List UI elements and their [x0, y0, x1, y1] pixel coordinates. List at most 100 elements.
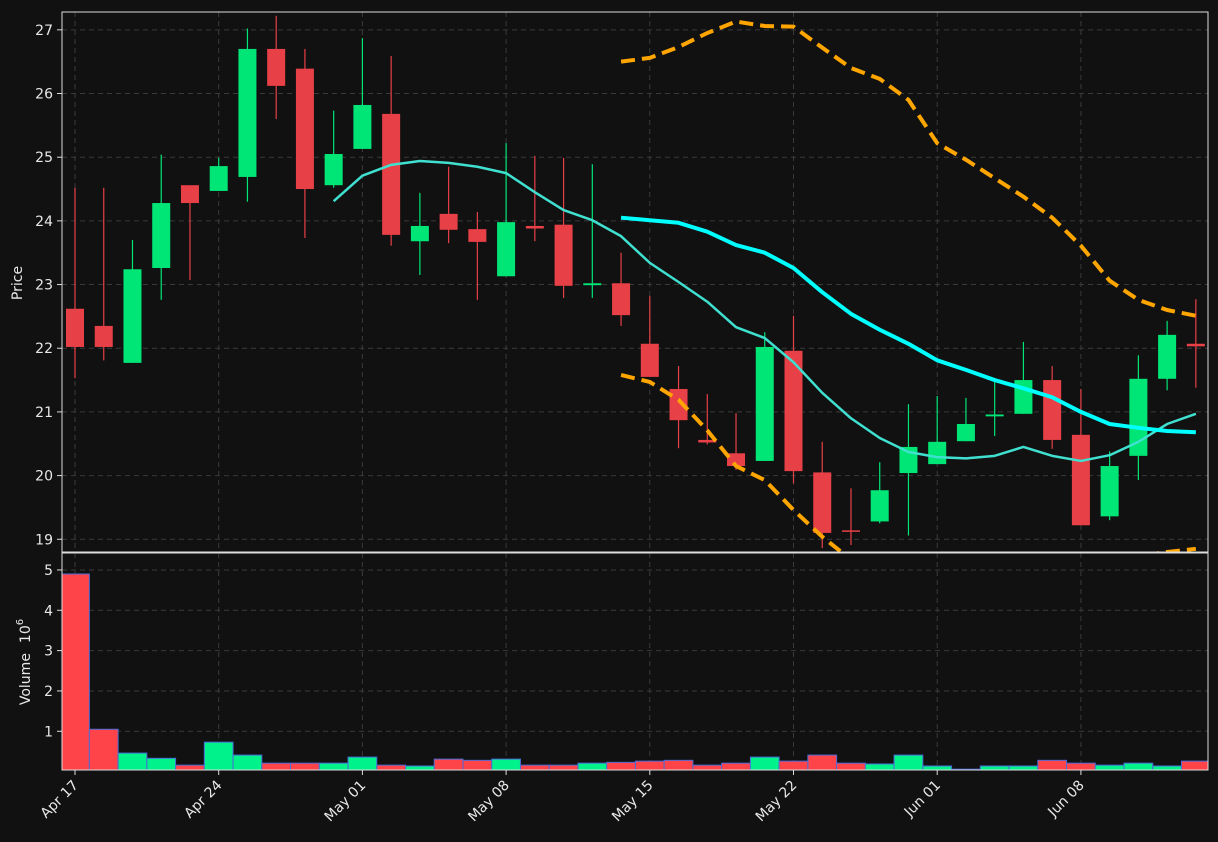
candle-body	[180, 185, 199, 204]
volume-bar	[864, 763, 895, 770]
volume-bar	[462, 759, 493, 770]
volume-bar	[146, 757, 177, 770]
volume-bar	[1094, 764, 1125, 770]
candle-body	[1129, 378, 1148, 456]
candle-body	[324, 154, 343, 186]
candle-body	[497, 222, 516, 277]
volume-bar	[1066, 762, 1096, 770]
y-tick-label: 20	[35, 469, 53, 485]
candle-body	[985, 414, 1004, 417]
candle-body	[554, 224, 573, 286]
candle-body	[956, 424, 975, 442]
candle-body	[1186, 343, 1205, 347]
volume-bar	[519, 764, 550, 770]
candle-body	[755, 346, 774, 461]
y-tick-label: 26	[35, 87, 53, 103]
volume-bar	[203, 741, 234, 770]
volume-bar	[88, 728, 119, 770]
y-tick-label: 2	[44, 684, 53, 700]
offset-base: 10	[18, 625, 34, 643]
volume-label: Volume	[18, 653, 34, 705]
volume-bar	[1123, 762, 1154, 770]
volume-bar	[577, 762, 608, 770]
moving-average-line	[620, 19, 1197, 318]
candle-body	[238, 48, 257, 177]
candle-body	[295, 68, 314, 190]
candle-body	[439, 213, 458, 230]
volume-bar	[232, 754, 263, 770]
candle-body	[870, 490, 889, 522]
volume-bar	[634, 760, 665, 770]
volume-bar	[318, 762, 349, 770]
candle-body	[94, 325, 113, 347]
price-panel	[62, 12, 1208, 552]
volume-bar	[1008, 765, 1039, 770]
volume-bar	[548, 764, 579, 770]
volume-bar	[175, 764, 205, 770]
candle-body	[152, 203, 171, 268]
y-tick-label: 19	[35, 532, 53, 548]
volume-bar	[606, 761, 636, 770]
candle-body	[669, 388, 688, 421]
y-tick-label: 5	[44, 563, 53, 579]
volume-bar	[347, 756, 378, 770]
candle-body	[353, 104, 372, 149]
volume-bar	[117, 752, 148, 770]
y-tick-label: 24	[35, 214, 53, 230]
volume-bar	[922, 765, 953, 770]
volume-frame	[61, 552, 1209, 771]
candle-body	[1158, 334, 1177, 379]
volume-bar	[62, 573, 90, 770]
price-frame	[61, 11, 1209, 553]
volume-bar	[663, 759, 694, 770]
candle-body	[727, 453, 746, 467]
moving-average-line	[332, 159, 1197, 463]
volume-bar	[290, 762, 320, 770]
volume-axis-label: Volume 106	[15, 619, 34, 705]
candle-body	[928, 441, 947, 465]
candle-body	[525, 225, 544, 229]
candle-body	[468, 229, 487, 242]
y-tick-label: 3	[44, 644, 53, 660]
volume-bar	[836, 762, 866, 770]
candle-body	[612, 283, 631, 316]
candle-body	[410, 225, 429, 242]
volume-panel	[62, 553, 1208, 770]
offset-exponent: 6	[15, 619, 26, 625]
moving-average-line	[620, 215, 1196, 435]
volume-bar	[491, 758, 521, 770]
y-tick-label: 21	[35, 405, 53, 421]
y-tick-label: 1	[44, 724, 53, 740]
volume-bar	[1152, 765, 1182, 770]
volume-bar	[1037, 759, 1068, 770]
candle-body	[123, 269, 142, 363]
y-tick-label: 22	[35, 341, 53, 357]
volume-bar	[261, 762, 292, 770]
candle-body	[209, 166, 228, 191]
candle-body	[66, 308, 84, 347]
volume-bar	[1180, 760, 1208, 770]
volume-bar	[692, 764, 723, 770]
candle-body	[841, 530, 860, 532]
candle-body	[640, 343, 659, 377]
volume-bar	[721, 762, 751, 770]
candle-body	[698, 439, 717, 443]
candle-body	[382, 113, 401, 235]
candle-body	[1043, 380, 1062, 440]
y-tick-label: 25	[35, 150, 53, 166]
candle-body	[1071, 434, 1090, 526]
candle-body	[813, 472, 832, 533]
volume-bar	[405, 765, 435, 770]
y-tick-label: 27	[35, 23, 53, 39]
y-tick-label: 23	[35, 278, 53, 294]
candle-body	[1100, 466, 1119, 517]
candle-body	[583, 283, 602, 286]
volume-bar	[376, 764, 407, 770]
candle-body	[267, 48, 286, 86]
volume-bar	[749, 756, 780, 770]
volume-bar	[893, 754, 924, 770]
volume-bar	[979, 765, 1010, 770]
candle-body	[784, 350, 803, 472]
